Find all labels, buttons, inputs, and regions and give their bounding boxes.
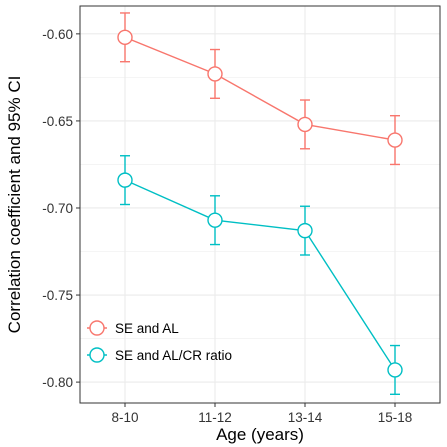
legend-label: SE and AL/CR ratio (115, 348, 232, 363)
major-gridlines (80, 6, 440, 403)
data-point (207, 212, 223, 228)
panel-border (79, 5, 441, 404)
legend-key-marker (89, 320, 105, 336)
y-tick-label: -0.60 (42, 27, 73, 42)
data-point (207, 66, 223, 82)
series-1 (117, 12, 403, 166)
legend: SE and AL SE and AL/CR ratio (87, 320, 232, 363)
x-tick-label: 11-12 (198, 410, 232, 425)
y-tick-label: -0.80 (42, 375, 73, 390)
y-tick-label: -0.70 (42, 201, 73, 216)
series-layer (117, 12, 403, 395)
legend-key-marker (89, 347, 105, 363)
x-tick-label: 8-10 (111, 410, 138, 425)
x-tick-label: 15-18 (378, 410, 413, 425)
data-point (297, 222, 313, 239)
legend-item: SE and AL/CR ratio (87, 347, 232, 363)
data-point (387, 132, 403, 148)
axis-ticks: -0.80 -0.75 -0.70 -0.65 -0.60 8-10 11-12 13-14 1… (42, 27, 412, 425)
data-point (387, 362, 403, 378)
data-point (297, 116, 313, 133)
y-tick-label: -0.75 (42, 288, 73, 303)
series-line (124, 36, 396, 141)
series-2 (117, 155, 403, 395)
data-point (117, 172, 133, 188)
minor-gridlines (80, 76, 440, 339)
legend-label: SE and AL (115, 321, 179, 336)
y-tick-label: -0.65 (42, 114, 73, 129)
x-axis-title: Age (years) (216, 425, 304, 444)
legend-item: SE and AL (87, 320, 179, 336)
x-tick-label: 13-14 (288, 410, 323, 425)
y-axis-title: Correlation coefficient and 95% CI (5, 76, 24, 334)
series-line (124, 179, 396, 371)
data-point (117, 29, 133, 46)
